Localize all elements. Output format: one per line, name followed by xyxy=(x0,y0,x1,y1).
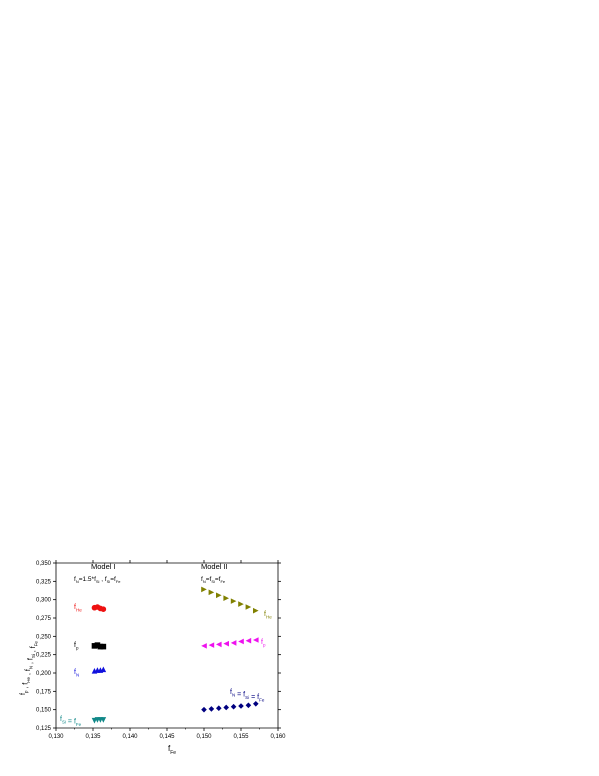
y-axis-label: fp , fHe , fN , fSi , fFe xyxy=(20,641,39,695)
model2-relation: fN=fSi=fFe xyxy=(201,576,226,584)
y-tick-label: 0,300 xyxy=(36,598,52,604)
data-point xyxy=(97,643,104,650)
x-tick-label: 0,135 xyxy=(85,734,101,740)
data-point xyxy=(245,702,252,709)
model1-title: Model I xyxy=(91,562,116,571)
y-tick-label: 0,175 xyxy=(36,689,52,695)
x-tick-label: 0,145 xyxy=(159,734,175,740)
data-point xyxy=(223,595,229,601)
y-axis-label-group: fp , fHe , fN , fSi , fFe xyxy=(20,641,39,695)
data-point xyxy=(216,641,222,648)
x-tick-label: 0,155 xyxy=(233,734,249,740)
data-point xyxy=(91,643,98,649)
series-labels: fHe fp fN fSi = fFe fHe fp fN = fSi = fFe xyxy=(60,604,272,727)
data-point xyxy=(230,703,237,710)
series-label: fSi = fFe xyxy=(60,716,82,727)
y-tick-label: 0,325 xyxy=(36,579,52,585)
data-point xyxy=(253,637,259,643)
y-tick-label: 0,150 xyxy=(36,708,52,714)
x-ticks: 0,130 0,135 0,140 0,145 0,150 0,155 0,160 xyxy=(48,560,286,740)
data-point xyxy=(253,701,259,707)
data-point xyxy=(100,717,107,723)
x-tick-label: 0,160 xyxy=(270,734,286,740)
data-point xyxy=(100,643,107,650)
data-point xyxy=(223,640,229,647)
data-point xyxy=(208,589,215,596)
data-point xyxy=(100,666,107,673)
data-point xyxy=(100,606,107,612)
y-tick-label: 0,225 xyxy=(36,653,52,659)
data-point xyxy=(238,638,244,645)
series-label: fp xyxy=(74,642,79,651)
data-point xyxy=(253,607,259,614)
data-point xyxy=(216,592,222,599)
y-tick-label: 0,275 xyxy=(36,616,52,622)
x-tick-label: 0,130 xyxy=(48,734,64,740)
x-tick-label: 0,150 xyxy=(196,734,212,740)
data-point xyxy=(230,598,237,604)
x-axis-label: fFe xyxy=(168,744,176,756)
data-point xyxy=(216,705,222,711)
data-point xyxy=(238,703,244,709)
series-label: fp xyxy=(261,639,266,648)
data-point xyxy=(223,704,229,711)
data-point xyxy=(245,604,252,610)
axes xyxy=(55,562,279,729)
x-tick-label: 0,140 xyxy=(122,734,138,740)
y-tick-label: 0,350 xyxy=(36,561,52,567)
series-label: fHe xyxy=(74,604,82,613)
y-ticks: 0,125 0,150 0,175 0,200 0,225 0,250 0,275 0,300… xyxy=(36,561,281,732)
y-tick-label: 0,125 xyxy=(36,726,52,732)
model2-title: Model II xyxy=(201,562,228,571)
data-point xyxy=(208,706,215,712)
data-point xyxy=(201,706,207,713)
data-points xyxy=(91,586,259,724)
model1-relation: fN=1.5*fSi , fSi=fFe xyxy=(74,576,121,584)
data-point xyxy=(245,637,252,644)
data-point xyxy=(208,642,215,648)
series-label: fHe xyxy=(264,611,272,620)
series-label: fN = fSi = fFe xyxy=(230,689,265,703)
data-point xyxy=(230,640,237,646)
y-tick-label: 0,200 xyxy=(36,671,52,677)
data-point xyxy=(201,643,207,649)
data-point xyxy=(94,642,101,648)
y-tick-label: 0,250 xyxy=(36,634,52,640)
data-point xyxy=(238,601,244,607)
data-point xyxy=(201,586,207,593)
series-label: fN xyxy=(74,669,79,678)
